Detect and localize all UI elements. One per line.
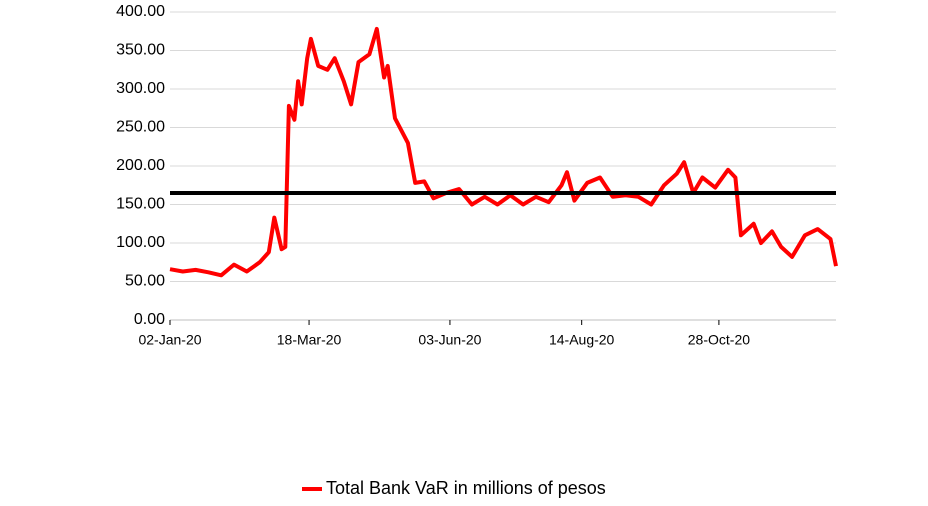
y-tick-label: 0.00	[134, 311, 165, 328]
data-line	[169, 26, 838, 278]
y-tick-label: 250.00	[116, 119, 165, 136]
x-tick-label: 28-Oct-20	[688, 332, 750, 348]
y-tick-label: 350.00	[116, 42, 165, 59]
y-tick-label: 100.00	[116, 234, 165, 251]
y-tick-label: 200.00	[116, 157, 165, 174]
legend-label: Total Bank VaR in millions of pesos	[326, 478, 606, 498]
x-tick-label: 14-Aug-20	[549, 332, 615, 348]
x-tick-label: 18-Mar-20	[277, 332, 342, 348]
y-tick-label: 150.00	[116, 196, 165, 213]
y-tick-label: 400.00	[116, 3, 165, 20]
y-tick-label: 300.00	[116, 80, 165, 97]
x-tick-label: 02-Jan-20	[138, 332, 201, 348]
y-tick-label: 50.00	[125, 273, 165, 290]
x-tick-label: 03-Jun-20	[418, 332, 481, 348]
